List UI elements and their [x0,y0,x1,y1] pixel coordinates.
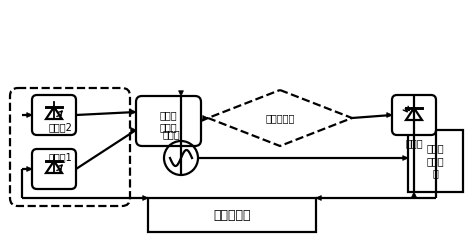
FancyBboxPatch shape [10,88,130,206]
Text: 探测器: 探测器 [405,138,423,148]
Polygon shape [203,116,208,121]
FancyBboxPatch shape [408,130,463,192]
Text: 主控计算机: 主控计算机 [213,208,251,222]
Polygon shape [143,196,148,201]
Polygon shape [131,127,136,132]
Text: 单边带
调制器: 单边带 调制器 [160,110,177,132]
Text: 激光器1: 激光器1 [48,152,72,162]
Polygon shape [27,166,32,171]
Polygon shape [27,113,32,118]
FancyBboxPatch shape [148,198,316,232]
Polygon shape [411,192,417,197]
Text: 激光器2: 激光器2 [48,122,72,132]
FancyBboxPatch shape [136,96,201,146]
Polygon shape [179,91,183,96]
Text: 待测光器件: 待测光器件 [266,113,294,123]
Polygon shape [316,196,321,201]
Polygon shape [403,156,408,161]
FancyBboxPatch shape [32,95,76,135]
Text: 微波幅
相接收
机: 微波幅 相接收 机 [427,144,444,178]
Text: 微波源: 微波源 [162,129,180,139]
Polygon shape [387,113,392,118]
Polygon shape [131,110,136,114]
FancyBboxPatch shape [32,149,76,189]
FancyBboxPatch shape [392,95,436,135]
